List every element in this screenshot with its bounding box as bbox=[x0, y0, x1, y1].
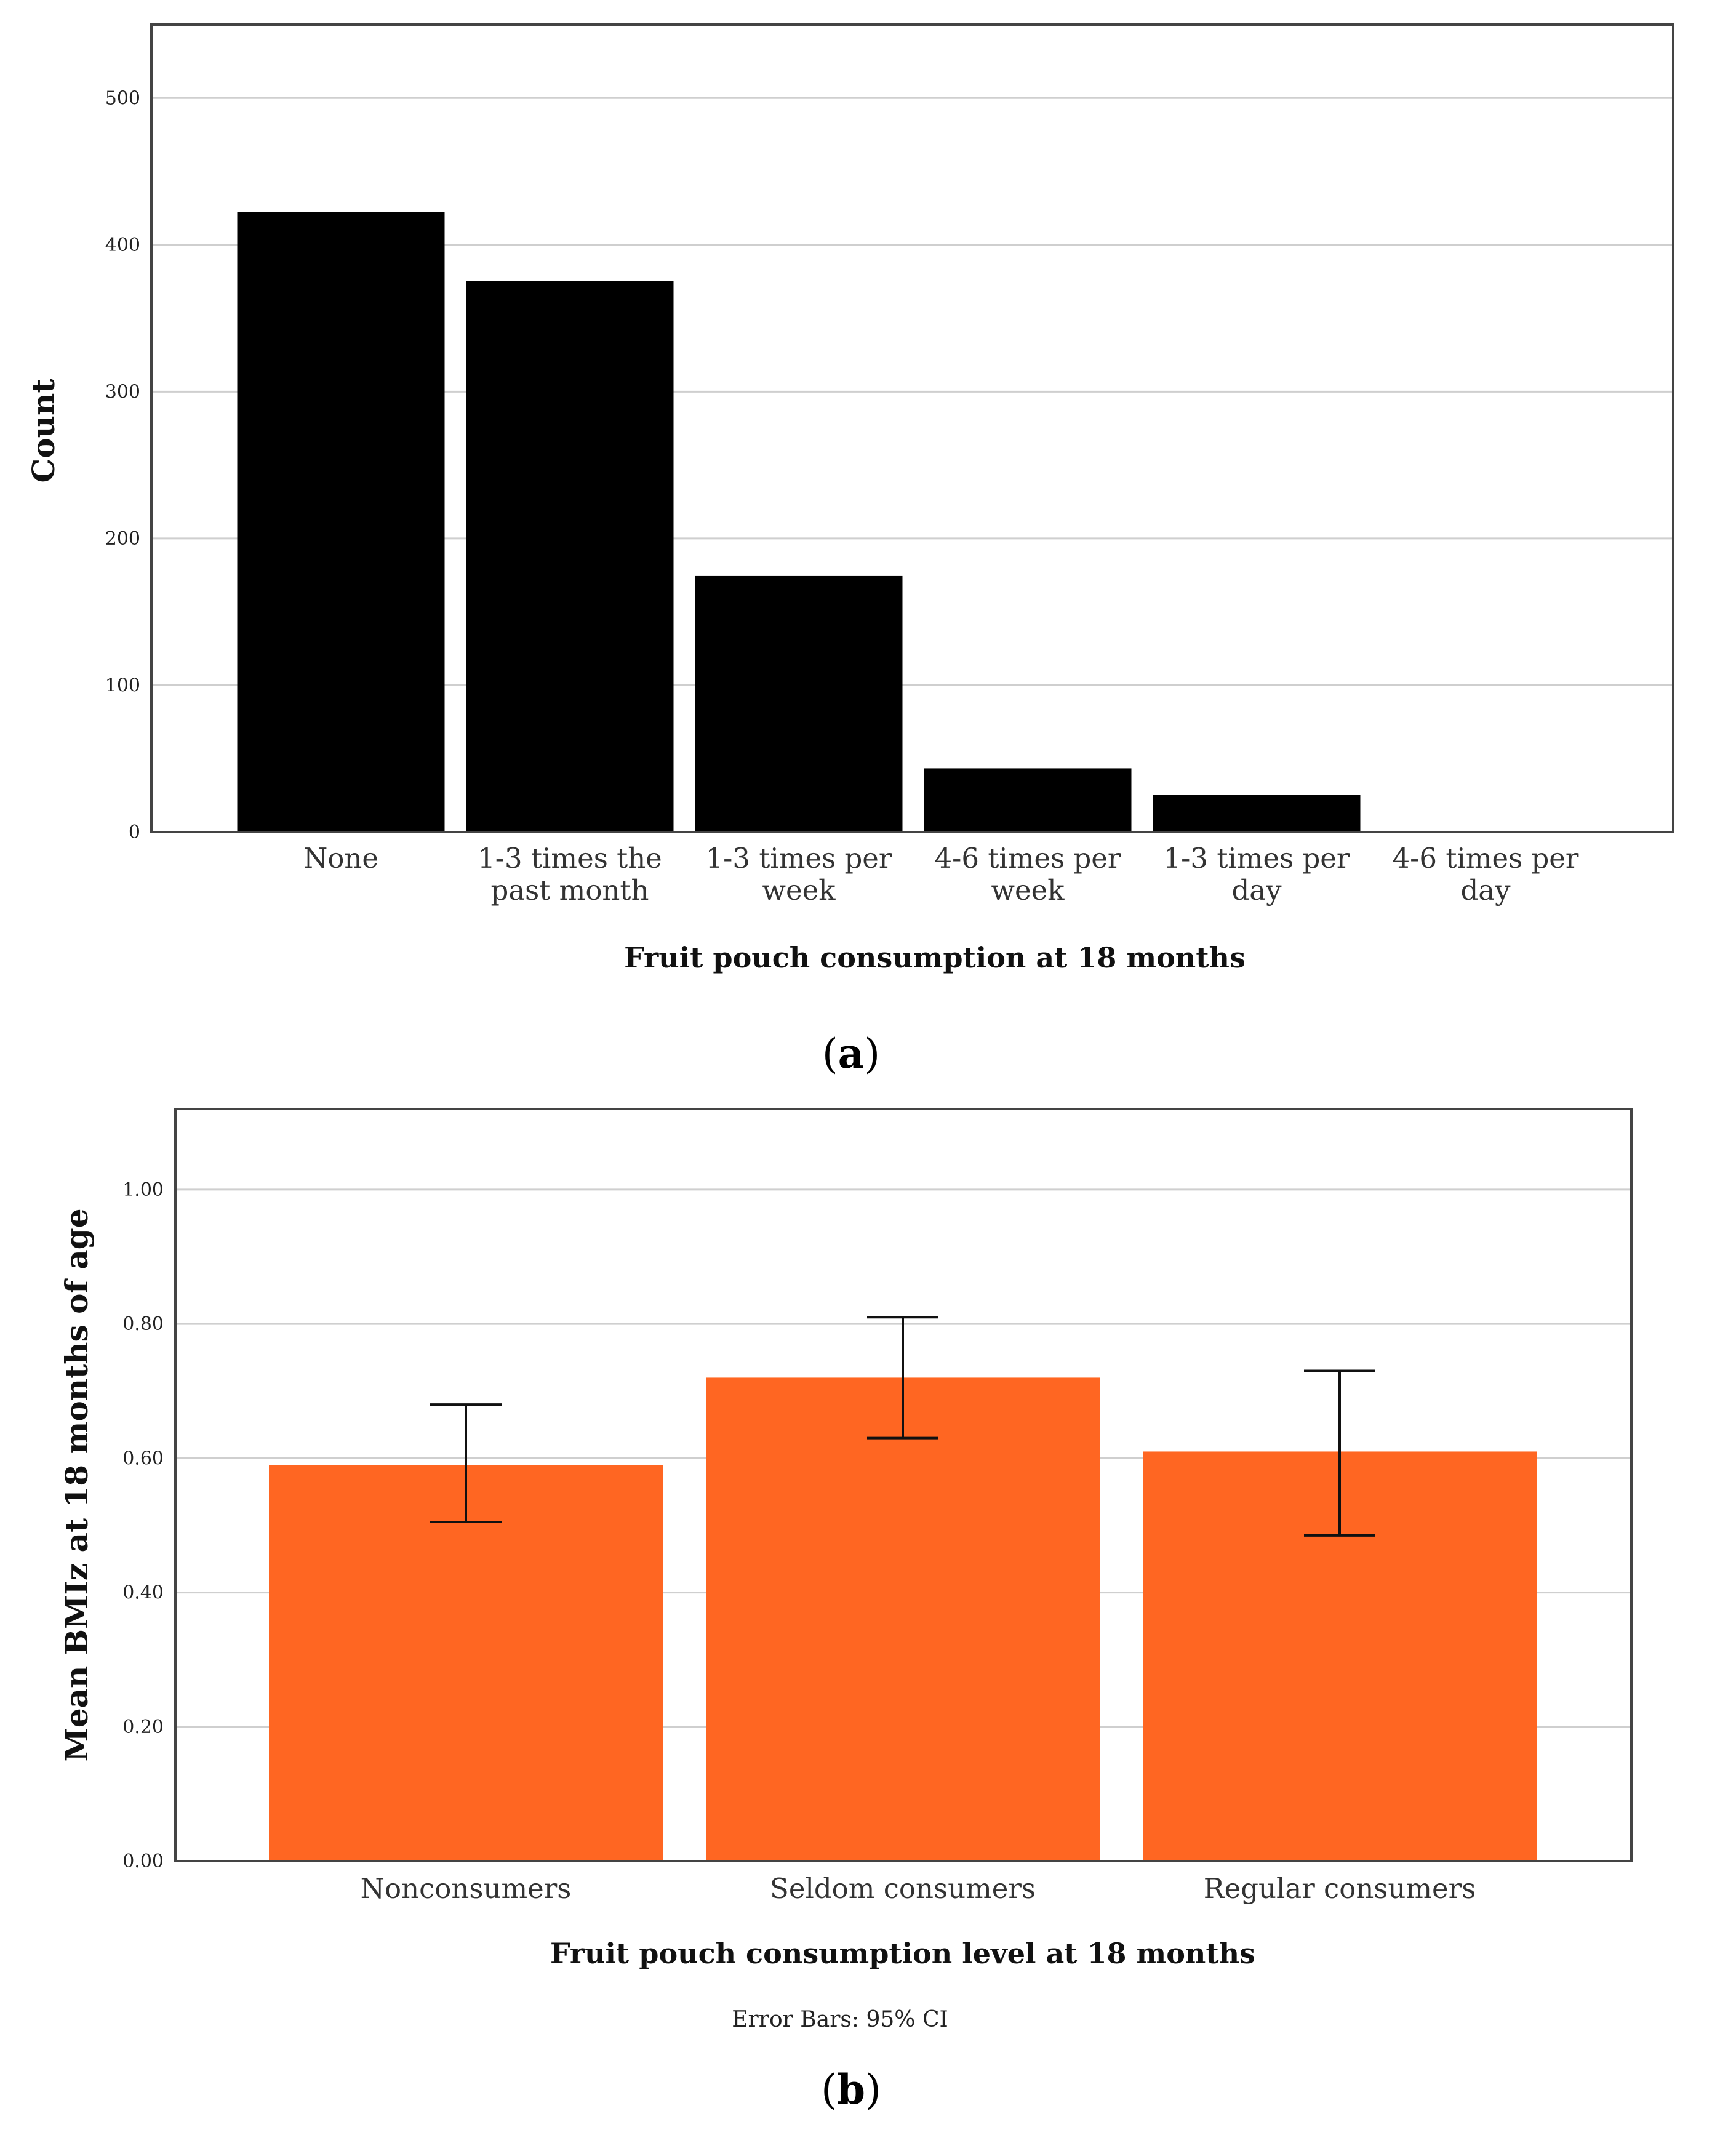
y-tick-label: 0.20 bbox=[122, 1716, 164, 1738]
y-axis-title: Count bbox=[25, 379, 62, 483]
y-tick-label: 200 bbox=[105, 528, 140, 550]
x-tick-label: day bbox=[1460, 874, 1511, 907]
x-tick-label: Nonconsumers bbox=[361, 1872, 572, 1905]
x-tick-label: past month bbox=[491, 874, 649, 907]
x-tick-label: 4-6 times per bbox=[1393, 842, 1579, 875]
bar bbox=[695, 575, 903, 833]
x-tick-label: week bbox=[762, 874, 836, 907]
y-tick-label: 100 bbox=[105, 675, 140, 696]
y-tick-label: 0 bbox=[129, 822, 140, 843]
x-tick-label: day bbox=[1231, 874, 1282, 907]
y-tick-label: 0.80 bbox=[122, 1313, 164, 1335]
plot-frame bbox=[174, 1108, 1633, 1862]
x-axis-title: Fruit pouch consumption at 18 months bbox=[624, 941, 1246, 974]
y-tick-label: 0.00 bbox=[122, 1851, 164, 1872]
y-tick-label: 0.40 bbox=[122, 1582, 164, 1604]
bar bbox=[269, 1465, 663, 1861]
panel-label: (b) bbox=[821, 2065, 881, 2113]
x-tick-label: 4-6 times per bbox=[935, 842, 1121, 875]
x-tick-label: 1-3 times the bbox=[478, 842, 662, 875]
panel-label: (a) bbox=[822, 1030, 880, 1078]
y-tick-label: 400 bbox=[105, 234, 140, 256]
bar bbox=[1153, 795, 1361, 833]
y-tick-label: 500 bbox=[105, 87, 140, 109]
y-axis-title: Mean BMIz at 18 months of age bbox=[58, 1208, 95, 1761]
y-tick-label: 300 bbox=[105, 381, 140, 403]
plot-frame bbox=[150, 23, 1674, 833]
chart-panel-b: 0.00 0.20 0.40 0.60 0.80 1.00 Nonconsumers Seld… bbox=[58, 1108, 1633, 2113]
x-tick-label: week bbox=[991, 874, 1065, 907]
y-tick-label: 0.60 bbox=[122, 1448, 164, 1469]
error-bar-note: Error Bars: 95% CI bbox=[732, 2007, 948, 2032]
x-axis-title: Fruit pouch consumption level at 18 mont… bbox=[550, 1937, 1255, 1970]
y-tick-label: 1.00 bbox=[122, 1179, 164, 1201]
bar bbox=[706, 1377, 1100, 1861]
x-tick-label: None bbox=[303, 842, 378, 875]
x-tick-label: 1-3 times per bbox=[1164, 842, 1350, 875]
bar bbox=[924, 768, 1132, 833]
x-tick-label: Seldom consumers bbox=[770, 1872, 1036, 1905]
x-tick-label: Regular consumers bbox=[1204, 1872, 1476, 1905]
x-tick-label: 1-3 times per bbox=[706, 842, 892, 875]
bar bbox=[466, 281, 674, 833]
bar bbox=[237, 212, 445, 833]
